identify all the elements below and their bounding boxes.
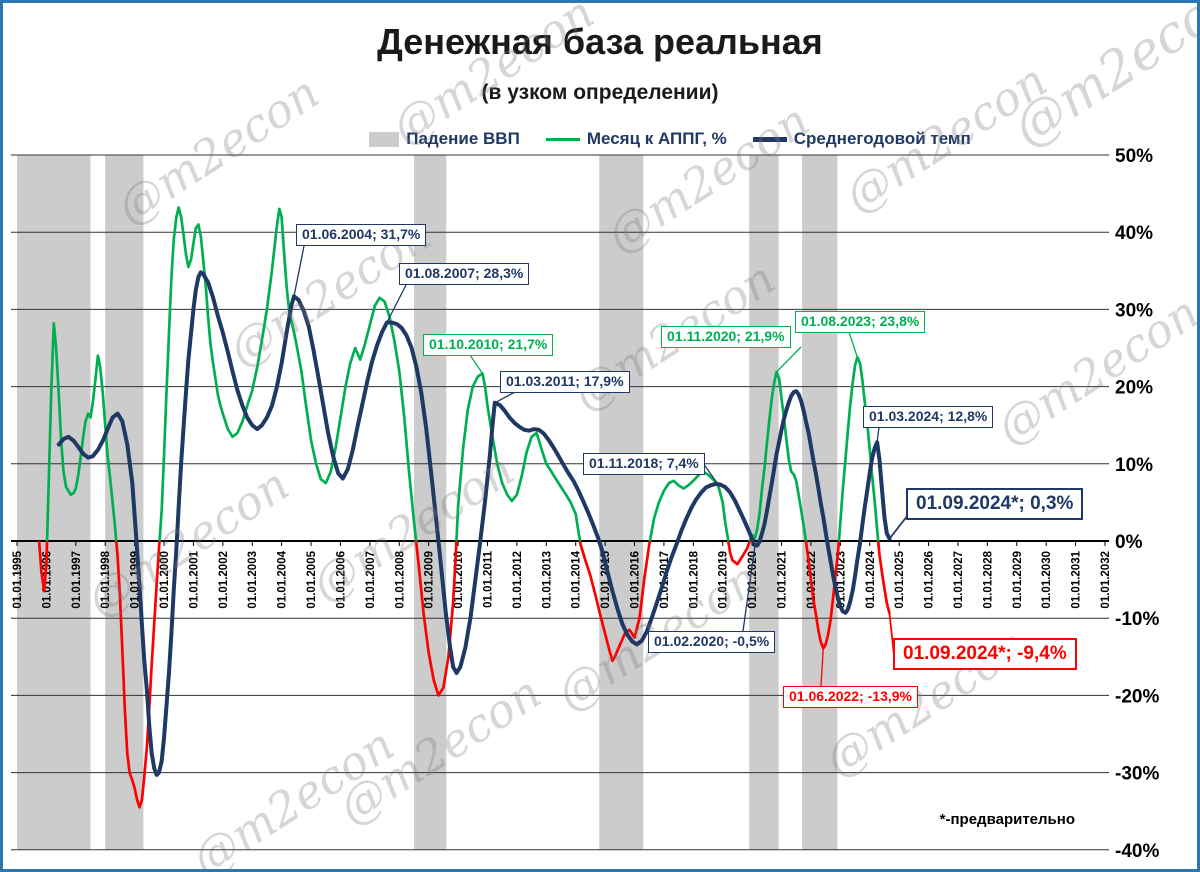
annotation-leader-line [742, 544, 756, 632]
series-yoy-positive [39, 206, 880, 541]
annotation-leader-line [494, 391, 516, 404]
legend-item-avg: Среднегодовой темп [752, 129, 971, 149]
x-axis-label: 01.01.2000 [159, 551, 171, 609]
x-axis-label: 01.01.2021 [777, 550, 789, 608]
x-axis-label: 01.01.2029 [1012, 551, 1024, 609]
annotation-leader-line [702, 462, 719, 485]
x-axis-label: 01.01.2016 [630, 551, 642, 609]
annotation-leader-line [776, 346, 802, 373]
y-axis-label: 40% [1115, 223, 1153, 244]
x-axis-label: 01.01.2005 [306, 550, 318, 608]
x-axis-label: 01.01.2014 [571, 550, 583, 608]
x-axis-label: 01.01.1997 [71, 551, 83, 609]
x-axis-label: 01.01.2020 [747, 551, 759, 609]
chart-legend: Падение ВВП Месяц к АППГ, % Среднегодово… [73, 129, 1197, 149]
x-axis-label: 01.01.2026 [924, 551, 936, 609]
x-axis-label: 01.01.2011 [482, 550, 494, 608]
annotation-leader-line [469, 354, 484, 374]
y-axis-label: 20% [1115, 378, 1153, 399]
x-axis-label: 01.01.2032 [1100, 551, 1112, 609]
x-axis-label: 01.01.2024 [865, 550, 877, 608]
gdp-decline-band [105, 155, 144, 850]
series-yoy-negative [37, 541, 891, 809]
annotation-leader-line [386, 284, 407, 323]
series-average-annual [56, 270, 892, 777]
x-axis-label: 01.01.2007 [365, 551, 377, 609]
x-axis-label: 01.01.2018 [688, 550, 700, 608]
gdp-decline-band [17, 155, 91, 850]
gdp-decline-band [749, 155, 779, 850]
x-axis-label: 01.01.2015 [600, 550, 612, 608]
chart-plot: 50% 40% 30% 20% 10% 0% -10% -20% -30% -40% 01.01.1… [11, 146, 1159, 862]
legend-label-gdp: Падение ВВП [406, 129, 520, 148]
x-axis-label: 01.01.2013 [541, 551, 553, 609]
annotation-leader-line [888, 514, 909, 540]
x-axis-label: 01.01.2019 [718, 551, 730, 609]
x-axis-label: 01.01.2001 [188, 550, 200, 608]
gdp-band-swatch-icon [369, 131, 400, 147]
x-axis-label: 01.01.2008 [394, 550, 406, 608]
y-axis-label: 10% [1115, 455, 1153, 476]
legend-label-yoy: Месяц к АППГ, % [586, 129, 727, 148]
y-axis-label: -10% [1115, 609, 1159, 630]
x-axis-label: 01.01.2009 [424, 551, 436, 609]
annotation-leader-line [876, 426, 880, 443]
x-axis-label: 01.01.1995 [12, 550, 24, 608]
chart-title: Денежная база реальная [377, 21, 823, 62]
y-axis-label: 0% [1115, 532, 1143, 553]
footnote: *-предварительно [939, 811, 1075, 828]
x-axis-label: 01.01.2027 [953, 551, 965, 609]
y-axis-label: -30% [1115, 764, 1159, 785]
x-axis-label: 01.01.2025 [894, 550, 906, 608]
x-axis-label: 01.01.2012 [512, 551, 524, 609]
yoy-line-swatch-icon [545, 137, 580, 141]
annotation-leader-line [888, 613, 895, 656]
legend-label-avg: Среднегодовой темп [793, 129, 971, 148]
legend-item-gdp-decline: Падение ВВП [369, 129, 520, 149]
x-axis-label: 01.01.1998 [100, 550, 112, 608]
x-axis-label: 01.01.2031 [1071, 550, 1083, 608]
x-axis-label: 01.01.1996 [41, 551, 53, 609]
legend-item-yoy: Месяц к АППГ, % [545, 129, 727, 149]
x-axis-label: 01.01.2002 [218, 551, 230, 609]
x-axis-label: 01.01.2003 [247, 551, 259, 609]
x-axis-label: 01.01.2006 [335, 551, 347, 609]
y-axis-label: -20% [1115, 686, 1159, 707]
y-axis-label: 50% [1115, 146, 1153, 167]
annotation-leader-line [848, 331, 859, 358]
chart-subtitle: (в узком определении) [481, 81, 719, 104]
y-axis-label: 30% [1115, 300, 1153, 321]
y-axis-label: -40% [1115, 841, 1159, 862]
gdp-decline-band [414, 155, 447, 850]
x-axis-label: 01.01.2028 [982, 550, 994, 608]
annotation-leader-line [293, 245, 305, 297]
x-axis-label: 01.01.2030 [1041, 551, 1053, 609]
x-axis-label: 01.01.2004 [277, 550, 289, 608]
annotation-leader-line [820, 648, 824, 687]
gdp-decline-band [599, 155, 644, 850]
avg-line-swatch-icon [752, 136, 787, 142]
